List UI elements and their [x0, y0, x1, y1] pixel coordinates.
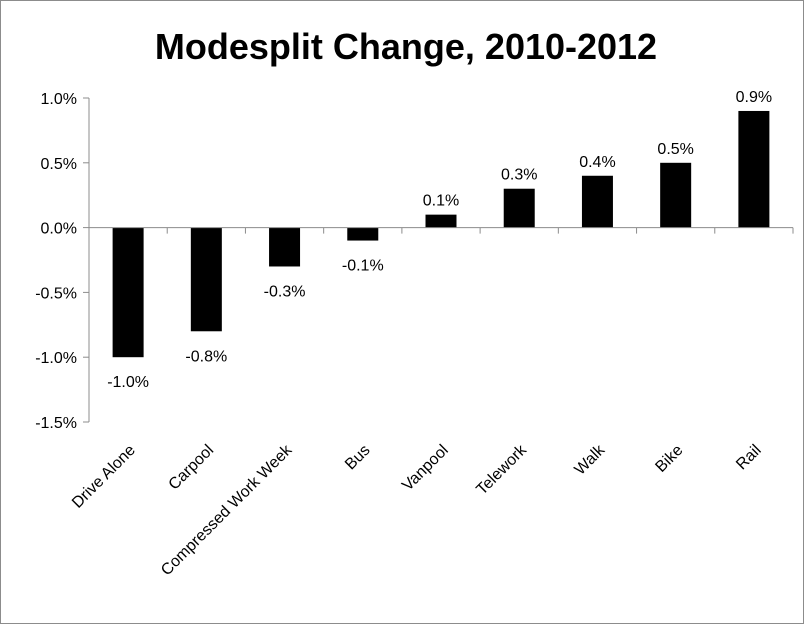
y-axis [83, 97, 90, 423]
bar [581, 175, 613, 228]
category-label: Bike [652, 442, 686, 476]
y-tick-label: -1.0% [35, 350, 77, 367]
chart-title: Modesplit Change, 2010-2012 [155, 26, 657, 67]
category-label: Bus [342, 442, 374, 474]
x-axis [89, 227, 794, 234]
data-labels: -1.0% -0.8% -0.3% -0.1% 0.1% 0.3% 0.4% 0.5% 0.9% [107, 89, 772, 391]
y-tick-label: 0.0% [41, 221, 77, 238]
bar [660, 162, 692, 228]
bar [738, 110, 770, 228]
category-label: Carpool [166, 442, 218, 494]
bar [190, 227, 222, 332]
y-tick-label: -1.5% [35, 415, 77, 432]
data-label: -1.0% [107, 374, 149, 391]
bar [503, 188, 535, 228]
data-label: 0.3% [501, 167, 537, 184]
category-label: Compressed Work Week [158, 441, 296, 579]
data-label: 0.1% [423, 193, 459, 210]
data-label: 0.5% [657, 141, 693, 158]
category-label: Drive Alone [69, 442, 139, 512]
bar [112, 227, 144, 358]
data-label: 0.9% [736, 89, 772, 106]
bars [112, 110, 770, 358]
bar [425, 214, 457, 228]
y-tick-label: 1.0% [41, 91, 77, 108]
category-label: Vanpool [399, 442, 452, 495]
data-label: -0.8% [185, 348, 227, 365]
category-label: Walk [572, 441, 609, 478]
y-tick-label: -0.5% [35, 285, 77, 302]
data-label: -0.3% [264, 283, 306, 300]
y-tick-labels: 1.0% 0.5% 0.0% -0.5% -1.0% -1.5% [35, 91, 77, 432]
bar [347, 227, 379, 241]
data-label: -0.1% [342, 258, 384, 275]
bar [269, 227, 301, 267]
y-tick-label: 0.5% [41, 156, 77, 173]
data-label: 0.4% [579, 154, 615, 171]
category-label: Rail [733, 442, 765, 474]
category-label: Telework [473, 441, 530, 498]
